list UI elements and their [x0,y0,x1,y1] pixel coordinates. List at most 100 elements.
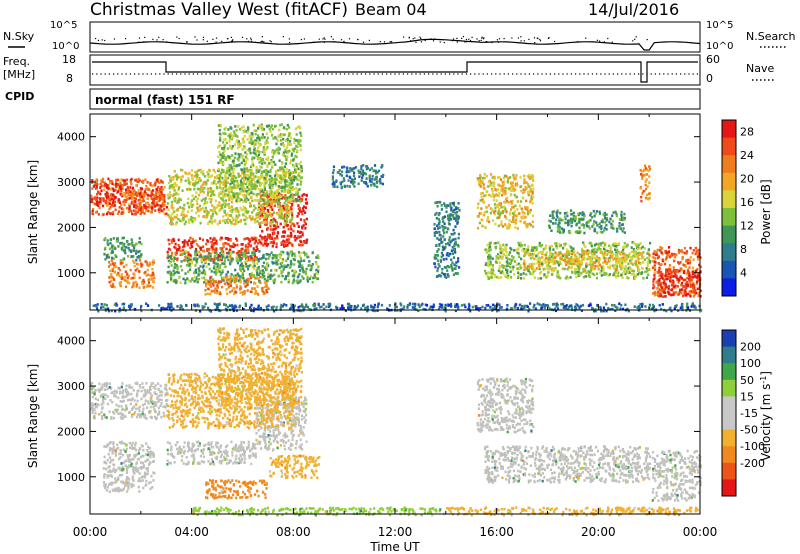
range-cell [272,254,275,257]
range-cell [487,276,490,279]
range-cell [219,238,222,241]
range-cell [252,141,255,145]
range-cell [260,190,263,193]
range-cell [211,220,214,224]
range-cell [255,269,258,272]
range-cell [163,185,166,189]
range-cell [256,211,259,215]
range-cell [259,275,262,279]
range-cell [147,281,151,284]
range-cell [270,200,273,204]
range-cell [300,251,303,255]
range-cell [215,239,218,243]
range-cell [209,175,212,178]
range-cell [581,249,584,252]
range-cell [565,263,568,266]
range-cell [594,257,597,260]
range-cell [227,134,230,137]
range-cell [589,241,592,245]
range-cell [501,205,505,209]
range-cell [639,262,642,266]
range-cell [244,245,247,248]
range-cell [187,255,190,259]
range-cell [296,279,299,282]
range-cell [480,207,483,210]
range-cell [247,280,250,283]
scatter-region [331,164,385,190]
range-cell [445,210,448,214]
range-cell [434,253,437,257]
range-cell [186,210,190,213]
range-cell [230,179,233,183]
range-cell [616,248,619,252]
range-cell [286,224,289,227]
range-cell [227,221,230,224]
range-cell [214,287,217,290]
range-cell [272,181,275,184]
range-cell [240,251,243,254]
range-cell [490,181,493,185]
range-cell [163,208,166,211]
range-cell [206,239,209,242]
range-cell [249,263,252,267]
range-cell [530,265,533,268]
range-cell [436,224,439,227]
range-cell [510,220,513,224]
range-cell [278,266,281,270]
range-cell [353,177,356,180]
range-cell [345,170,348,174]
range-cell [254,282,257,285]
range-cell [275,196,278,199]
range-cell [239,174,242,177]
range-cell [232,159,235,162]
range-cell [281,258,285,261]
range-cell [289,183,292,186]
range-cell [525,181,528,184]
range-cell [172,237,175,241]
range-cell [184,281,187,285]
range-cell [231,179,235,183]
range-cell [204,260,207,263]
range-cell [254,187,257,191]
range-cell [230,245,233,248]
range-cell [216,286,219,289]
range-cell [229,135,232,138]
range-cell [151,267,154,271]
range-cell [453,232,456,235]
range-cell [235,237,238,240]
range-cell [152,271,155,275]
range-cell [252,237,255,241]
range-cell [634,274,637,277]
range-cell [277,151,280,154]
range-cell [230,279,233,283]
range-cell [353,171,356,175]
range-cell [612,273,615,277]
range-cell [231,257,234,261]
range-cell [284,243,287,246]
range-cell [259,240,262,244]
range-cell [123,179,127,183]
range-cell [373,178,376,181]
range-cell [237,215,240,219]
range-cell [241,181,244,184]
range-cell [222,219,225,223]
n-search-point [215,37,218,39]
range-cell [261,237,264,241]
range-cell [632,269,635,273]
range-cell [230,178,233,181]
range-cell [555,245,558,248]
range-cell [163,212,166,215]
range-cell [280,166,283,169]
range-cell [249,290,252,293]
range-cell [521,211,524,214]
range-cell [485,175,488,178]
range-cell [225,288,228,291]
range-cell [478,221,481,225]
range-cell [275,242,278,246]
range-cell [209,292,212,296]
range-cell [239,220,242,224]
range-cell [366,167,369,170]
range-cell [189,236,192,240]
range-cell [455,210,459,214]
range-cell [307,264,310,267]
